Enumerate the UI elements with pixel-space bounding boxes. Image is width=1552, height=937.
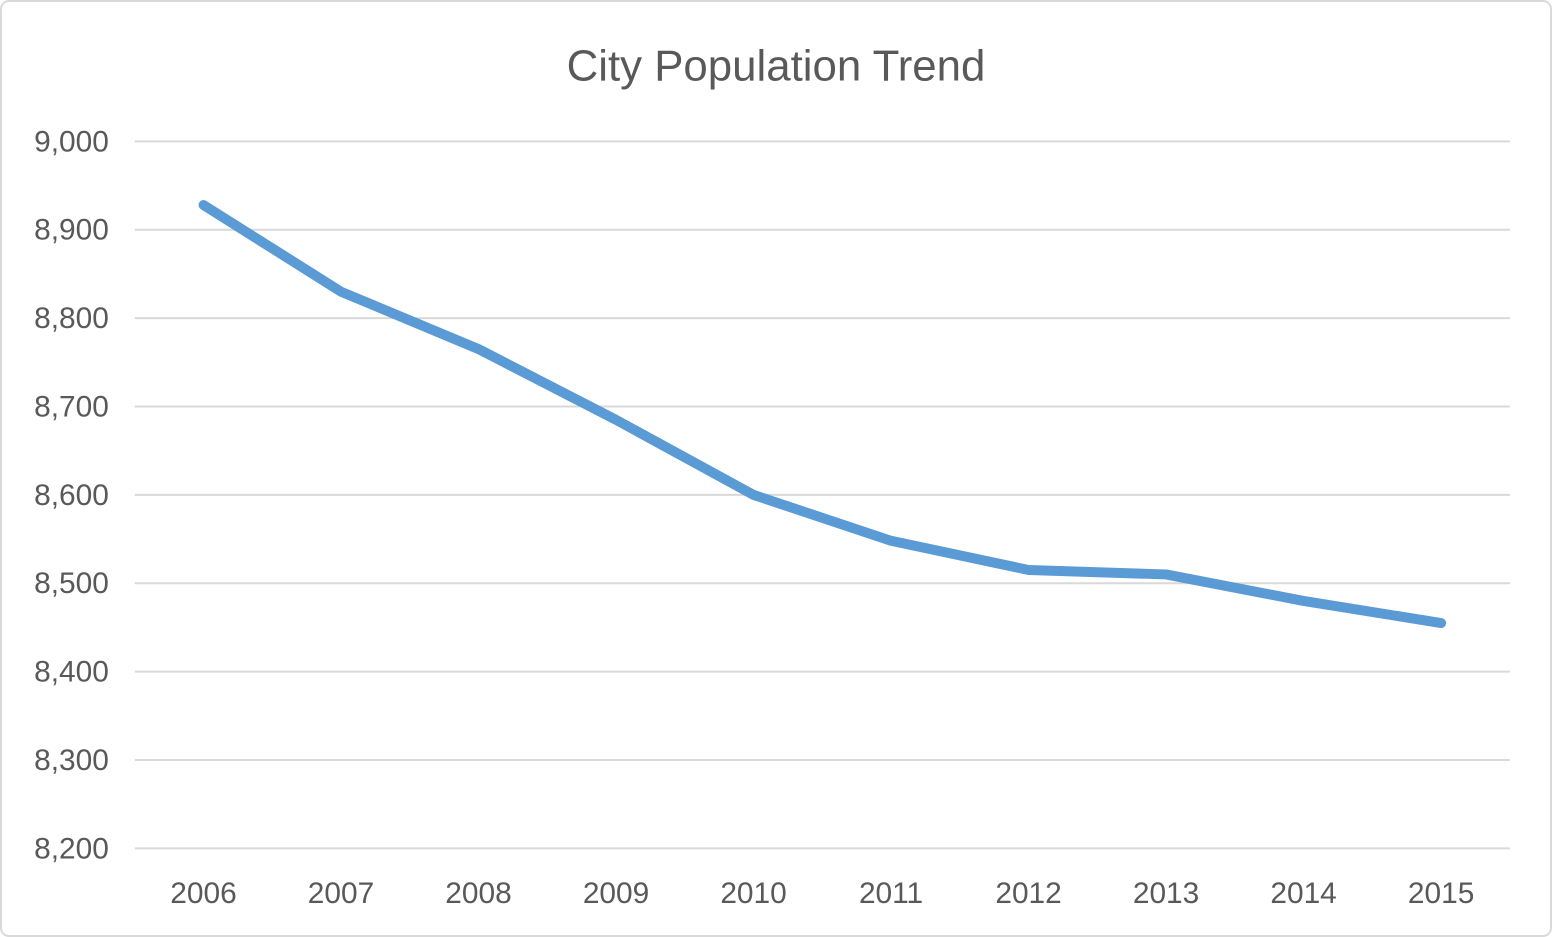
x-axis-tick-labels: 2006 2007 2008 2009 2010 2011 2012 2013 2014 2015 [170,877,1474,910]
x-tick-label: 2014 [1270,877,1336,910]
y-tick-label: 8,400 [34,656,109,689]
population-trend-line [198,200,1447,629]
y-tick-label: 8,500 [34,567,109,600]
y-tick-label: 9,000 [34,125,109,158]
x-tick-label: 2007 [308,877,374,910]
x-tick-label: 2011 [859,877,923,910]
x-tick-label: 2013 [1133,877,1199,910]
data-series [198,200,1447,629]
y-tick-label: 8,700 [34,390,109,423]
x-tick-label: 2012 [995,877,1061,910]
y-tick-label: 8,300 [34,744,109,777]
x-tick-label: 2010 [720,877,786,910]
chart-title: City Population Trend [567,42,986,91]
x-tick-label: 2006 [170,877,236,910]
y-tick-label: 8,800 [34,302,109,335]
x-tick-label: 2008 [445,877,511,910]
y-tick-label: 8,900 [34,214,109,247]
y-tick-label: 8,600 [34,479,109,512]
x-tick-label: 2015 [1408,877,1474,910]
x-tick-label: 2009 [583,877,649,910]
y-axis-tick-labels: 8,200 8,300 8,400 8,500 8,600 8,700 8,800 8,900… [34,125,109,865]
y-tick-label: 8,200 [34,832,109,865]
gridlines [134,140,1510,850]
